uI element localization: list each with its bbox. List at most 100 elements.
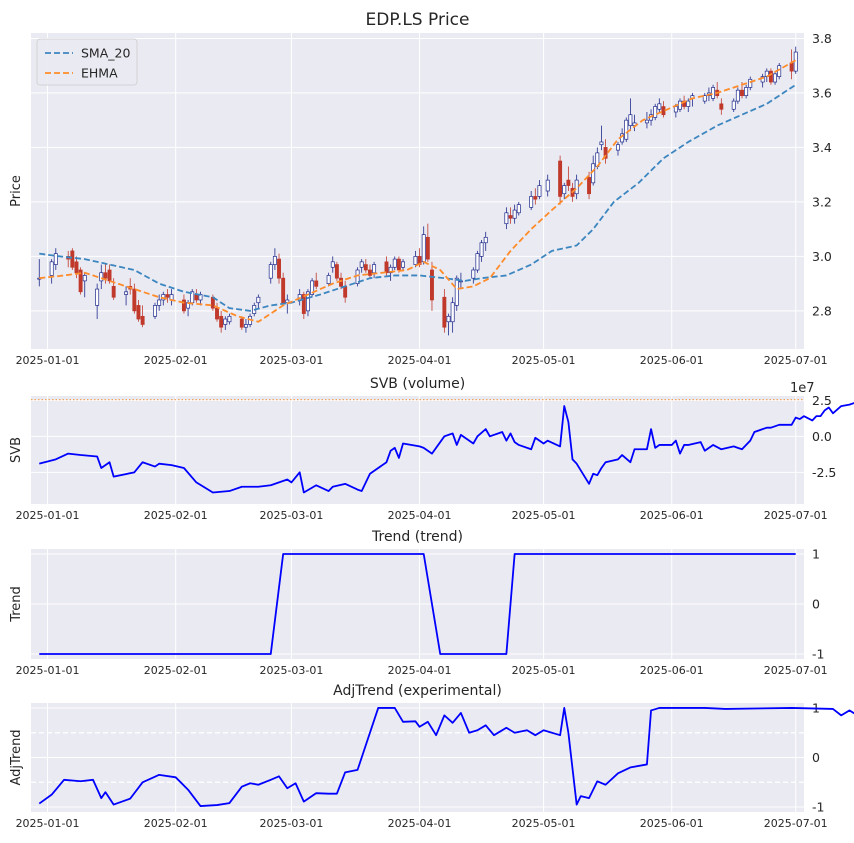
legend-label: SMA_20 xyxy=(81,46,130,61)
candle-body xyxy=(574,179,579,195)
candle-body xyxy=(566,179,571,186)
chart-title: SVB (volume) xyxy=(370,376,465,392)
y-axis-label: AdjTrend xyxy=(9,729,24,785)
axis-offset-label: 1e7 xyxy=(790,381,815,396)
candle xyxy=(512,204,517,224)
x-tick-label: 2025-07-01 xyxy=(764,354,828,367)
candle xyxy=(537,180,542,200)
candle xyxy=(310,278,315,298)
panel-svb: 2.5 0.0 -2.5 2025-01-01 2025-02-01 2025-03-01… xyxy=(9,376,854,522)
candle-body xyxy=(111,285,116,298)
y-tick-label: -1 xyxy=(812,647,824,662)
candle-body xyxy=(107,269,112,282)
candle xyxy=(227,313,232,325)
candle-body xyxy=(359,261,364,268)
candle-body xyxy=(421,234,426,263)
candle xyxy=(454,275,459,311)
candle xyxy=(53,248,58,270)
y-tick-label: 1 xyxy=(812,547,820,562)
candle-body xyxy=(603,147,608,159)
y-tick-label: 2.8 xyxy=(812,303,832,318)
candle-body xyxy=(74,261,79,274)
candle xyxy=(748,76,753,91)
candle-body xyxy=(239,318,244,328)
candle xyxy=(644,112,649,129)
candle-body xyxy=(132,288,137,312)
candle xyxy=(764,68,769,83)
candle-body xyxy=(219,315,224,328)
y-tick-label: -2.5 xyxy=(812,465,836,480)
candle-body xyxy=(545,179,550,192)
y-axis-label: SVB xyxy=(9,437,24,463)
candle-body xyxy=(446,315,451,323)
y-tick-label: -1 xyxy=(812,800,824,815)
candle-body xyxy=(368,269,372,276)
candle-body xyxy=(430,269,434,301)
candle xyxy=(562,182,567,200)
candle-body xyxy=(244,324,248,328)
x-tick-label: 2025-05-01 xyxy=(512,817,576,830)
candle-body xyxy=(537,185,542,197)
series-line-adjtrend xyxy=(38,707,854,807)
candle xyxy=(516,201,521,216)
candle-body xyxy=(475,253,480,271)
candle-body xyxy=(95,288,100,306)
series-line-sma-20 xyxy=(39,84,797,312)
x-tick-label: 2025-03-01 xyxy=(259,509,323,522)
x-tick-label: 2025-03-01 xyxy=(259,817,323,830)
candle-body xyxy=(70,250,75,268)
series-line-ehma xyxy=(39,59,797,323)
candle xyxy=(392,256,397,270)
candle xyxy=(735,87,740,104)
x-tick-label: 2025-04-01 xyxy=(388,354,452,367)
candle-body xyxy=(401,261,405,268)
candle xyxy=(744,84,749,99)
candle xyxy=(124,286,129,306)
y-tick-label: 3.0 xyxy=(812,249,832,264)
x-tick-label: 2025-02-01 xyxy=(144,354,208,367)
series-line-trend xyxy=(39,553,796,655)
candle xyxy=(479,240,484,262)
x-tick-label: 2025-04-01 xyxy=(388,664,452,677)
candle-body xyxy=(306,291,310,312)
candle xyxy=(475,250,480,273)
candle xyxy=(223,316,228,330)
x-tick-label: 2025-03-01 xyxy=(259,664,323,677)
candle xyxy=(132,283,137,314)
candle-body xyxy=(223,318,228,325)
chart-title: AdjTrend (experimental) xyxy=(333,683,502,699)
y-tick-label: 0 xyxy=(812,750,820,765)
candle-body xyxy=(363,264,368,271)
candle-body xyxy=(396,258,401,271)
candle xyxy=(256,294,261,309)
candle xyxy=(446,313,451,336)
candle-body xyxy=(153,305,157,317)
candle-body xyxy=(272,256,277,265)
candle-body xyxy=(673,106,678,113)
candle xyxy=(359,259,364,273)
candle xyxy=(558,155,563,205)
candle-body xyxy=(702,95,707,102)
candle-body xyxy=(711,87,716,99)
candle xyxy=(731,98,736,112)
candle-body xyxy=(310,280,315,295)
x-tick-label: 2025-02-01 xyxy=(144,817,208,830)
candle-body xyxy=(343,285,348,298)
y-axis-label: Price xyxy=(9,175,24,207)
candle xyxy=(239,316,244,330)
candle-body xyxy=(764,70,769,77)
candle xyxy=(99,264,104,290)
candle xyxy=(82,272,87,298)
candle xyxy=(153,302,157,320)
candle xyxy=(533,188,538,205)
candle xyxy=(107,264,112,284)
candle xyxy=(355,267,360,287)
candle xyxy=(653,103,658,121)
candle-body xyxy=(740,89,744,97)
x-tick-label: 2025-07-01 xyxy=(764,817,828,830)
candle xyxy=(95,283,100,320)
candle xyxy=(272,248,277,270)
candle xyxy=(719,98,724,115)
candle xyxy=(277,253,281,284)
y-tick-label: 3.4 xyxy=(812,140,832,155)
